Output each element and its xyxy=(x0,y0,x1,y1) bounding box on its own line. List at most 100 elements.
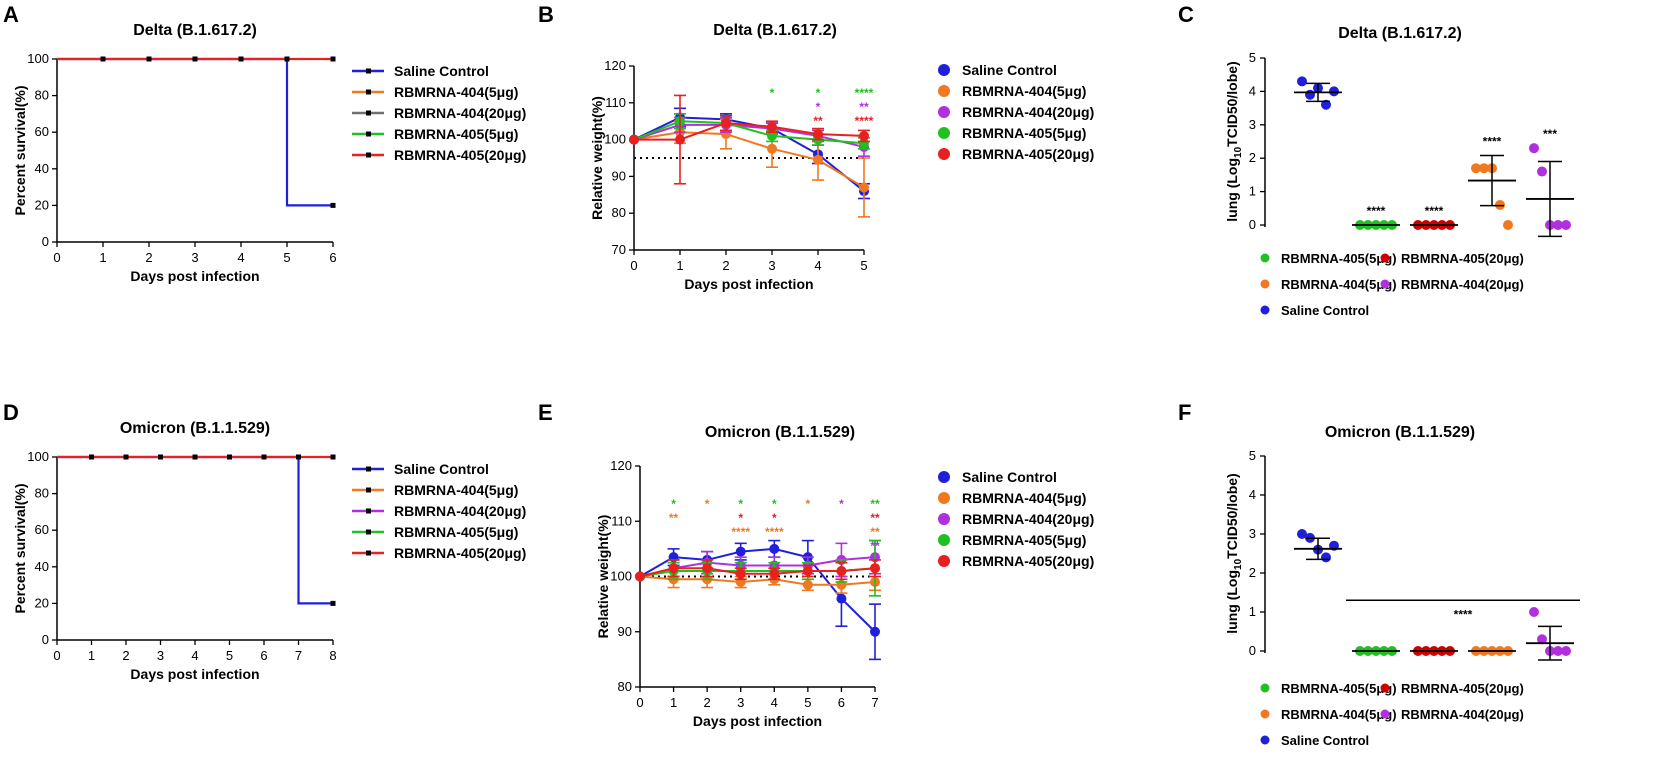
legend-swatch-dot xyxy=(938,106,950,118)
y-tick-label: 20 xyxy=(35,595,49,610)
data-point xyxy=(1321,99,1331,110)
censor-mark xyxy=(146,56,152,62)
legend-swatch-marker xyxy=(366,529,371,535)
legend-label: Saline Control xyxy=(394,461,489,477)
panel-d-plot: 0 20 40 60 80 100 0 1 2 3 4 5 6 7 8 Days post infection… xyxy=(12,449,526,682)
y-tick-label: 60 xyxy=(35,522,49,537)
weight-point xyxy=(813,129,823,140)
x-tick-label: 4 xyxy=(771,695,778,710)
y-tick-label: 120 xyxy=(610,458,632,473)
legend-swatch-dot xyxy=(938,555,950,567)
x-tick-label: 5 xyxy=(226,648,233,663)
y-tick-label: 0 xyxy=(42,234,49,249)
legend-swatch-dot xyxy=(938,85,950,97)
weight-point xyxy=(836,565,847,576)
y-tick-label: 2 xyxy=(1249,565,1256,580)
legend-swatch-dot xyxy=(1380,709,1390,719)
censor-mark xyxy=(89,454,94,460)
weight-point xyxy=(859,182,869,193)
significance-stars: ** xyxy=(870,539,880,553)
legend-label: Saline Control xyxy=(962,469,1057,485)
legend-label: RBMRNA-405(20μg) xyxy=(394,147,526,163)
legend-label: RBMRNA-405(20μg) xyxy=(962,146,1094,162)
y-tick-label: 100 xyxy=(604,132,626,147)
legend-label: RBMRNA-405(5μg) xyxy=(962,125,1086,141)
panel-a-title: Delta (B.1.617.2) xyxy=(133,22,257,39)
panel-f: F Omicron (B.1.1.529) 0 1 2 3 4 5 lung (Log10T… xyxy=(1178,400,1580,748)
weight-point xyxy=(813,154,823,165)
significance-stars: * xyxy=(772,511,777,525)
panel-f-plot: 0 1 2 3 4 5 lung (Log10TCID50/lobe) **** RBMRNA-… xyxy=(1224,448,1580,748)
panel-c: C Delta (B.1.617.2) 0 1 2 3 4 5 lung (Log10TCI… xyxy=(1178,2,1574,318)
censor-mark xyxy=(330,600,336,606)
y-tick-label: 110 xyxy=(611,513,632,528)
y-tick-label: 4 xyxy=(1249,83,1256,98)
data-point xyxy=(1553,220,1563,230)
censor-mark xyxy=(330,56,336,62)
censor-mark xyxy=(238,56,244,62)
panel-b-plot: 70 80 90 100 110 120 0 1 2 3 4 5 Days post infection… xyxy=(589,58,1094,292)
weight-point xyxy=(735,568,746,579)
x-tick-label: 1 xyxy=(676,258,683,273)
data-point xyxy=(1561,646,1571,656)
x-axis-label: Days post infection xyxy=(130,666,259,682)
legend-label: RBMRNA-404(5μg) xyxy=(962,490,1086,506)
y-tick-label: 3 xyxy=(1249,526,1256,541)
y-tick-label: 70 xyxy=(612,242,626,257)
significance-stars: **** xyxy=(765,525,784,539)
panel-e-title: Omicron (B.1.1.529) xyxy=(705,424,855,441)
panel-d: D Omicron (B.1.1.529) 0 20 40 60 80 100 0 1 2 3 4 5… xyxy=(3,400,526,682)
x-tick-label: 7 xyxy=(295,648,302,663)
weight-point xyxy=(629,134,639,145)
legend-label: RBMRNA-404(5μg) xyxy=(394,84,518,100)
x-tick-label: 6 xyxy=(838,695,845,710)
x-tick-label: 7 xyxy=(871,695,878,710)
significance-stars: * xyxy=(772,497,777,511)
y-axis-label: lung (Log10TCID50/lobe) xyxy=(1224,473,1244,633)
x-tick-label: 1 xyxy=(99,250,106,265)
y-tick-label: 5 xyxy=(1249,448,1256,463)
panel-label-c: C xyxy=(1178,2,1194,27)
panel-d-title: Omicron (B.1.1.529) xyxy=(120,420,270,437)
panel-label-f: F xyxy=(1178,400,1191,425)
weight-series-line xyxy=(633,120,865,145)
weight-series-line xyxy=(633,131,865,189)
legend-label: Saline Control xyxy=(394,63,489,79)
legend-label: RBMRNA-405(20μg) xyxy=(962,553,1094,569)
x-tick-label: 8 xyxy=(329,648,336,663)
data-point xyxy=(1305,89,1315,100)
y-tick-label: 3 xyxy=(1249,117,1256,132)
significance-stars: ** xyxy=(859,100,869,114)
y-axis-label: Percent survival(%) xyxy=(12,484,28,614)
weight-point xyxy=(767,121,777,132)
weight-series-line xyxy=(634,122,865,141)
legend-label: RBMRNA-405(20μg) xyxy=(1401,251,1524,266)
censor-mark xyxy=(158,454,163,460)
significance-stars: **** xyxy=(1425,204,1444,218)
legend-label: RBMRNA-405(20μg) xyxy=(1401,681,1524,696)
survival-line xyxy=(57,57,333,207)
legend-swatch-dot xyxy=(1380,683,1390,693)
weight-point xyxy=(767,143,777,154)
panel-label-a: A xyxy=(3,2,19,27)
x-tick-label: 6 xyxy=(260,648,267,663)
data-point xyxy=(1537,166,1547,177)
significance-stars: **** xyxy=(1454,607,1473,621)
legend-swatch-marker xyxy=(366,110,371,116)
data-point xyxy=(1529,143,1539,154)
x-tick-label: 0 xyxy=(53,648,60,663)
data-point xyxy=(1537,634,1547,645)
weight-series-line xyxy=(639,547,876,633)
y-tick-label: 110 xyxy=(605,95,626,110)
y-tick-label: 1 xyxy=(1249,604,1256,619)
legend-label: RBMRNA-405(5μg) xyxy=(394,524,518,540)
y-tick-label: 4 xyxy=(1249,487,1256,502)
legend-swatch-dot xyxy=(1260,709,1270,719)
censor-mark xyxy=(261,454,267,460)
y-tick-label: 1 xyxy=(1249,184,1256,199)
panel-label-e: E xyxy=(538,400,553,425)
significance-stars: *** xyxy=(1543,127,1557,141)
significance-stars: **** xyxy=(855,86,874,100)
x-tick-label: 2 xyxy=(722,258,729,273)
